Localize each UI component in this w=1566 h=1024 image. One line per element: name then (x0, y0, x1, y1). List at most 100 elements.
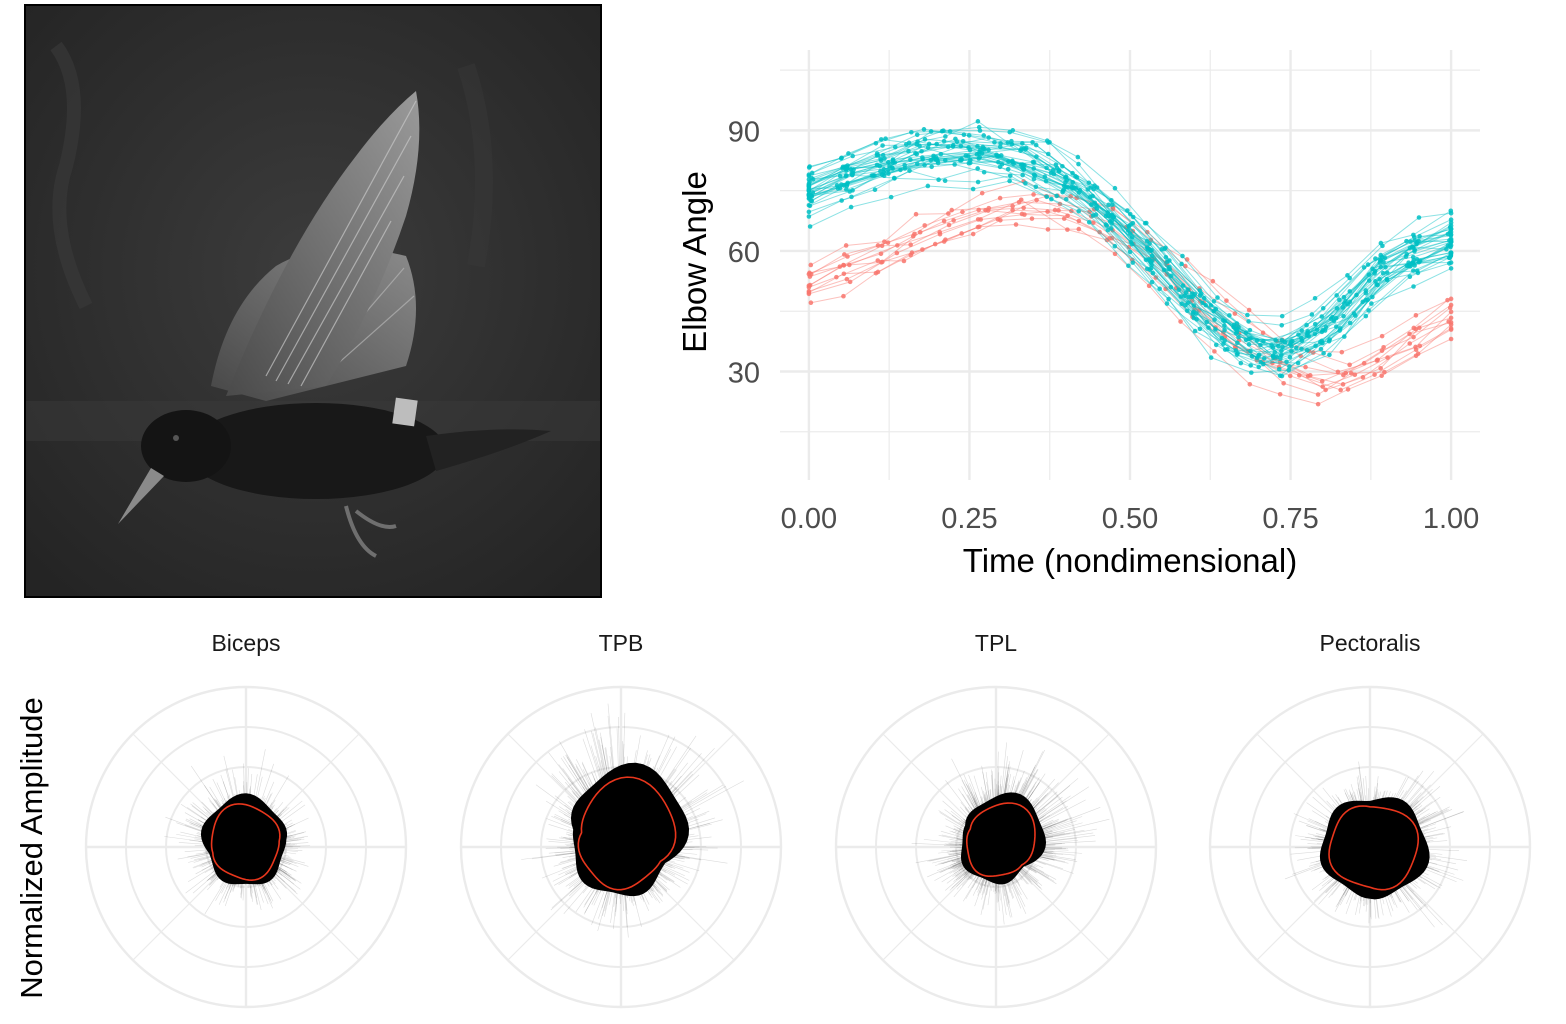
data-point (1076, 190, 1082, 195)
data-point (922, 137, 928, 142)
data-point (1341, 372, 1346, 378)
data-point (1341, 301, 1347, 306)
data-point (1448, 253, 1453, 259)
data-point (960, 209, 965, 215)
data-point (1282, 340, 1288, 345)
data-point (966, 133, 972, 138)
data-point (839, 198, 844, 203)
data-point (1341, 313, 1346, 319)
data-point (1248, 363, 1253, 368)
data-point (1034, 197, 1039, 203)
data-point (1127, 249, 1133, 255)
mean-amplitude-line (1328, 805, 1420, 891)
data-point (913, 211, 919, 217)
data-point (1379, 333, 1385, 339)
data-point (1417, 343, 1423, 349)
data-point (1180, 283, 1186, 288)
data-point (1370, 294, 1375, 300)
data-point (1054, 165, 1060, 171)
data-point (1183, 302, 1188, 308)
data-point (894, 250, 900, 256)
data-point (920, 155, 925, 160)
data-point (1279, 322, 1285, 328)
series-line (808, 153, 1451, 352)
data-point (986, 147, 991, 153)
data-point (1277, 391, 1283, 397)
data-point (849, 194, 854, 200)
data-point (810, 177, 816, 182)
data-point (1318, 339, 1323, 345)
data-point (1167, 264, 1172, 270)
data-point (976, 151, 982, 157)
data-point (841, 263, 847, 268)
data-point (1090, 193, 1095, 199)
data-point (1045, 227, 1051, 232)
data-point (983, 207, 988, 213)
data-point (1168, 284, 1174, 290)
data-point (1333, 324, 1339, 329)
series-line (808, 157, 1451, 377)
data-point (938, 151, 944, 157)
data-point (840, 165, 845, 171)
data-point (1075, 154, 1081, 160)
data-point (919, 148, 924, 154)
data-point (1238, 360, 1244, 366)
data-point (883, 136, 888, 141)
data-point (869, 173, 875, 178)
data-point (943, 134, 948, 139)
data-point (1106, 202, 1111, 208)
data-point (1313, 343, 1318, 349)
data-point (1284, 359, 1289, 365)
data-point (917, 143, 922, 149)
data-point (1273, 337, 1278, 343)
data-point (910, 233, 916, 239)
data-point (958, 143, 964, 149)
series-line (808, 167, 1450, 377)
data-point (1404, 263, 1410, 269)
data-point (1243, 330, 1249, 335)
data-point (1254, 338, 1260, 343)
mean-amplitude-line (965, 802, 1036, 878)
data-point (1381, 345, 1386, 350)
data-point (1179, 261, 1184, 267)
data-point (838, 156, 844, 161)
data-point (1444, 246, 1449, 252)
data-point (1345, 387, 1351, 392)
data-point (939, 128, 945, 134)
data-point (1127, 231, 1133, 236)
data-point (1064, 177, 1070, 183)
data-point (1070, 170, 1075, 176)
data-point (1043, 178, 1049, 184)
data-point (892, 144, 898, 150)
data-point (1060, 189, 1065, 195)
data-point (1248, 348, 1253, 354)
data-point (998, 217, 1003, 223)
series-line (809, 130, 1452, 317)
data-point (1366, 308, 1371, 313)
data-point (915, 161, 920, 167)
data-point (888, 194, 894, 200)
data-point (936, 177, 941, 183)
data-point (937, 229, 943, 235)
chart-series (806, 119, 1454, 407)
data-point (806, 193, 812, 199)
data-point (1049, 196, 1054, 202)
data-point (906, 148, 911, 154)
data-point (1334, 306, 1340, 311)
data-point (981, 133, 987, 138)
data-point (1374, 358, 1380, 363)
data-point (1191, 303, 1197, 308)
data-point (1334, 293, 1339, 298)
data-point (908, 252, 914, 258)
data-point (1354, 292, 1359, 298)
data-point (1339, 349, 1345, 355)
data-point (1149, 262, 1154, 268)
data-point (950, 144, 956, 149)
data-point (1149, 279, 1155, 285)
data-point (1352, 372, 1358, 378)
data-point (942, 178, 948, 183)
data-point (1163, 254, 1169, 260)
data-point (1410, 245, 1416, 250)
y-axis-label: Elbow Angle (676, 171, 713, 353)
data-point (1045, 209, 1050, 214)
